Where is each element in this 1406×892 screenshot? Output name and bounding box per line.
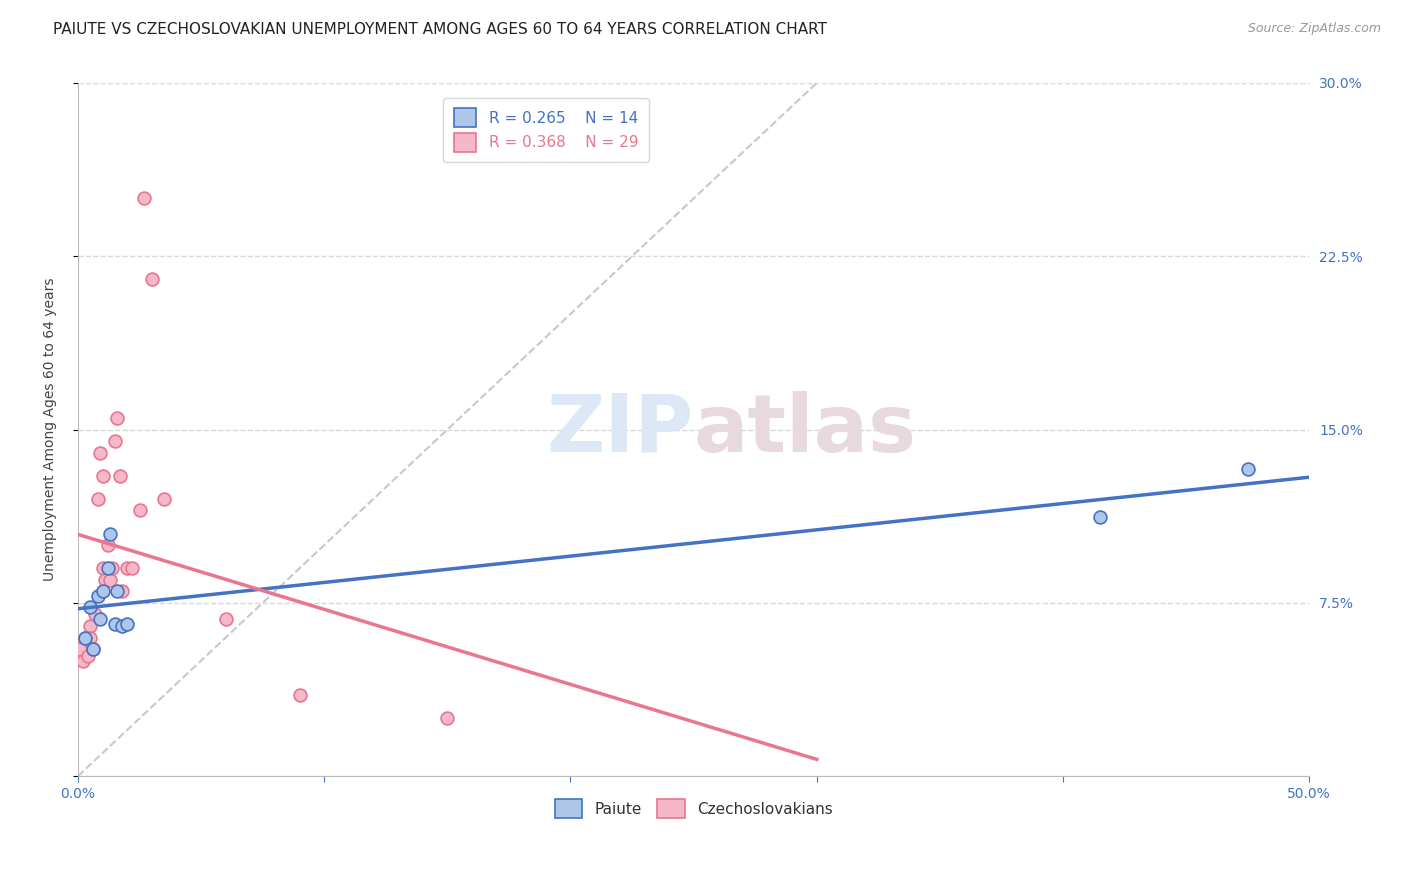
Text: atlas: atlas (693, 391, 917, 468)
Point (96, 561, 118, 575)
Point (75, 631, 97, 645)
Point (91, 561, 114, 575)
Point (108, 468, 131, 483)
Point (105, 411, 128, 425)
Point (128, 503, 150, 517)
Point (79, 619, 101, 633)
Point (111, 584, 134, 599)
Point (121, 561, 143, 575)
Point (153, 491, 176, 506)
Text: PAIUTE VS CZECHOSLOVAKIAN UNEMPLOYMENT AMONG AGES 60 TO 64 YEARS CORRELATION CHA: PAIUTE VS CZECHOSLOVAKIAN UNEMPLOYMENT A… (53, 22, 827, 37)
Point (105, 584, 128, 599)
Point (111, 619, 134, 633)
Point (91, 468, 114, 483)
Point (69, 642, 91, 657)
Point (94, 573, 117, 587)
Point (98, 526, 121, 541)
Point (288, 688, 311, 702)
Text: Source: ZipAtlas.com: Source: ZipAtlas.com (1247, 22, 1381, 36)
Point (84, 607, 107, 622)
Point (104, 434, 127, 449)
Point (89, 612, 111, 626)
Point (72, 654, 94, 668)
Point (436, 711, 458, 725)
Point (1088, 510, 1111, 524)
Point (104, 616, 127, 631)
Point (141, 272, 163, 286)
Point (91, 584, 114, 599)
Point (86, 491, 108, 506)
Legend: Paiute, Czechoslovakians: Paiute, Czechoslovakians (548, 793, 838, 824)
Point (75, 631, 97, 645)
Point (82, 642, 104, 657)
Point (215, 612, 238, 626)
Point (76, 648, 98, 663)
Point (98, 573, 121, 587)
Point (79, 631, 101, 645)
Point (1236, 462, 1258, 476)
Point (115, 616, 138, 631)
Point (134, 192, 156, 206)
Point (101, 561, 124, 575)
Text: ZIP: ZIP (547, 391, 693, 468)
Point (86, 589, 108, 603)
Point (82, 642, 104, 657)
Y-axis label: Unemployment Among Ages 60 to 64 years: Unemployment Among Ages 60 to 64 years (44, 277, 58, 582)
Point (115, 561, 138, 575)
Point (96, 538, 118, 552)
Point (89, 445, 111, 459)
Point (79, 600, 101, 615)
